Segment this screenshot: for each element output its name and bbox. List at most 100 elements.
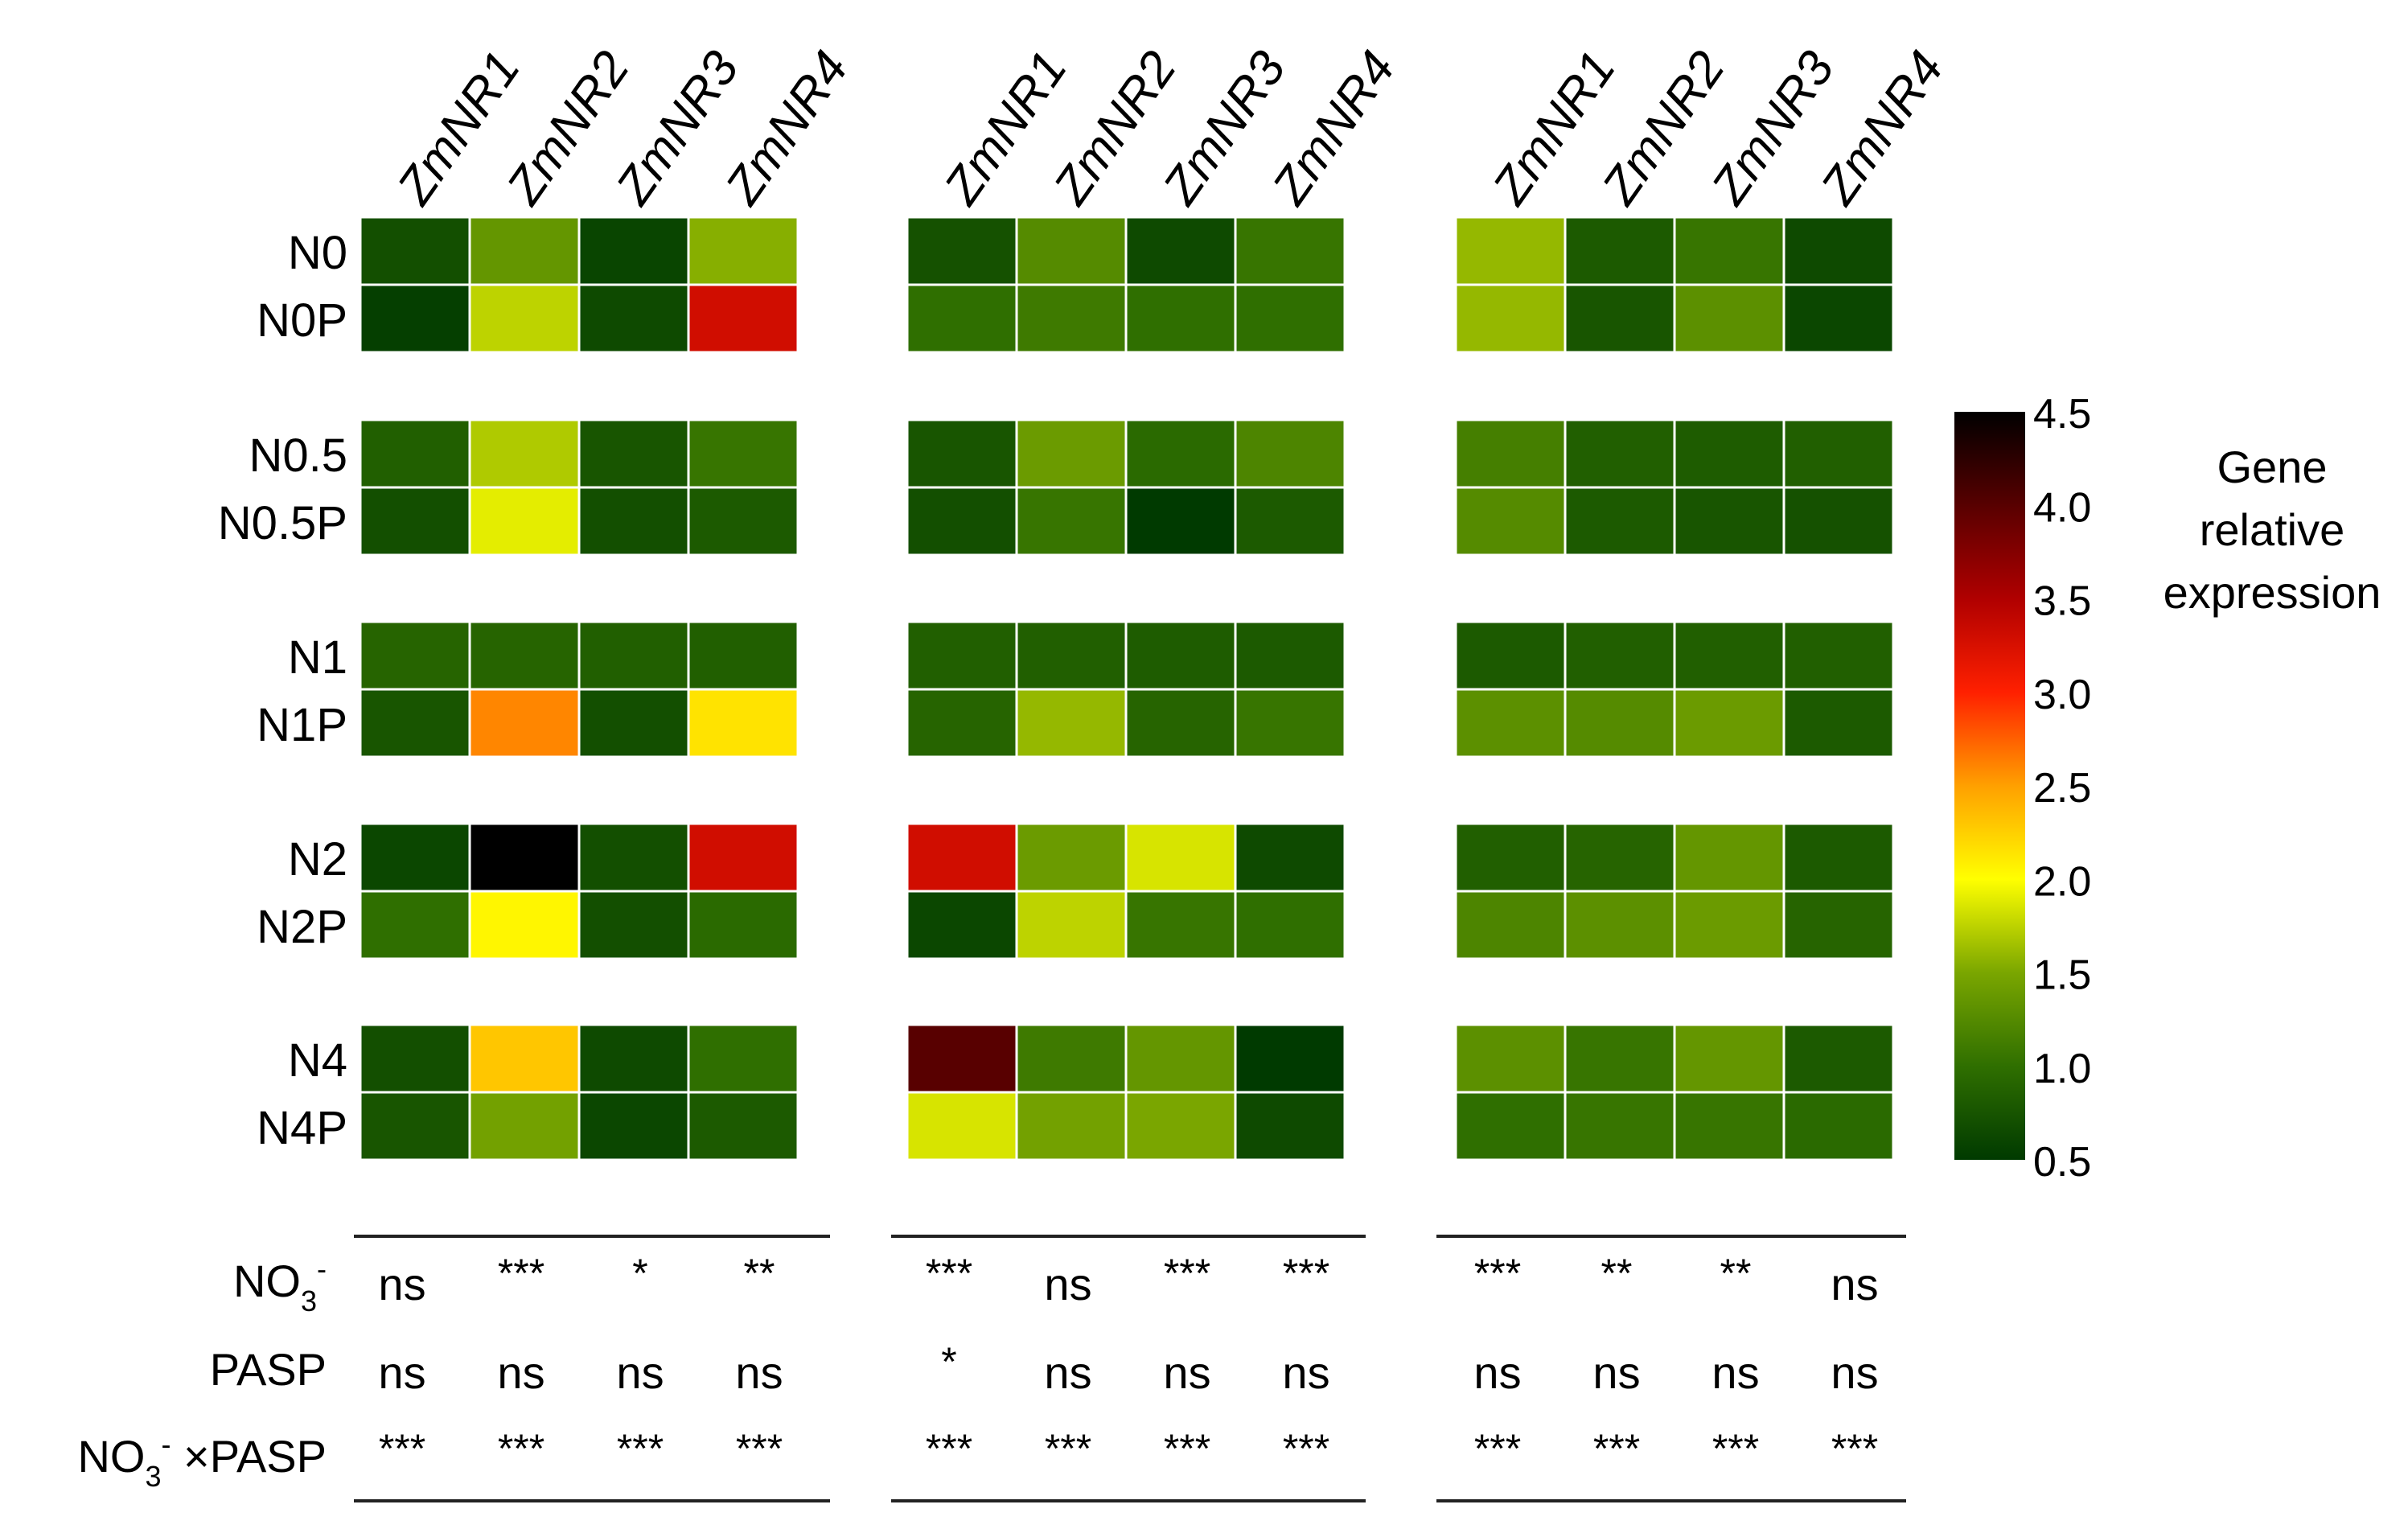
stat-label-no3: NO3- <box>233 1252 327 1317</box>
heatmap-cell <box>359 283 471 354</box>
heatmap-cell <box>1124 688 1237 758</box>
heatmap-cell <box>1782 688 1895 758</box>
heatmap-cell <box>1234 418 1346 489</box>
significance-mark: *** <box>1164 1251 1210 1296</box>
heatmap-cells <box>359 216 1895 1161</box>
significance-mark: *** <box>1283 1251 1329 1296</box>
heatmap-cell <box>906 486 1018 557</box>
heatmap-cell <box>1124 283 1237 354</box>
heatmap-cell <box>1124 486 1237 557</box>
heatmap-cell <box>1564 486 1676 557</box>
heatmap-cell <box>359 822 471 893</box>
heatmap-cell <box>687 620 799 691</box>
row-label: N0 <box>288 227 347 279</box>
heatmap-cell <box>1124 1023 1237 1094</box>
heatmap-cell <box>906 283 1018 354</box>
significance-mark: ns <box>1473 1347 1521 1398</box>
heatmap-cell <box>359 1023 471 1094</box>
heatmap-cell <box>906 688 1018 758</box>
row-label: N0.5P <box>218 497 347 549</box>
heatmap-cell <box>687 216 799 286</box>
heatmap-cell <box>1234 688 1346 758</box>
heatmap-cell <box>1782 216 1895 286</box>
significance-mark: ns <box>1831 1259 1878 1309</box>
heatmap-cell <box>1454 418 1567 489</box>
heatmap-cell <box>906 620 1018 691</box>
heatmap-cell <box>1234 620 1346 691</box>
heatmap-cell <box>687 1023 799 1094</box>
heatmap-cell <box>906 890 1018 960</box>
heatmap-cell <box>1564 1091 1676 1161</box>
heatmap-cell <box>687 486 799 557</box>
row-label: N0P <box>257 294 347 347</box>
row-label: N2 <box>288 833 347 886</box>
heatmap-cell <box>1454 822 1567 893</box>
heatmap-cell <box>1564 283 1676 354</box>
heatmap-cell <box>359 418 471 489</box>
heatmap-cell <box>687 1091 799 1161</box>
heatmap-cell <box>1234 822 1346 893</box>
heatmap-cell <box>1673 620 1785 691</box>
heatmap-cell <box>359 486 471 557</box>
significance-mark: *** <box>1474 1426 1521 1471</box>
heatmap-cell <box>1782 283 1895 354</box>
heatmap-cell <box>468 216 581 286</box>
heatmap-cell <box>1234 216 1346 286</box>
heatmap-cell <box>906 1091 1018 1161</box>
heatmap-cell <box>1015 890 1128 960</box>
heatmap-cell <box>1564 688 1676 758</box>
significance-mark: ** <box>1601 1251 1633 1296</box>
colorbar-title-line: Gene <box>2217 442 2328 492</box>
heatmap-cell <box>577 1023 690 1094</box>
heatmap-cell <box>1673 890 1785 960</box>
heatmap-cell <box>1234 890 1346 960</box>
row-label: N2P <box>257 901 347 953</box>
significance-mark: ns <box>616 1347 664 1398</box>
heatmap-cell <box>1673 418 1785 489</box>
significance-mark: *** <box>1283 1426 1329 1471</box>
colorbar-title-line: relative <box>2200 504 2345 555</box>
significance-mark: *** <box>1164 1426 1210 1471</box>
heatmap-cell <box>1015 1091 1128 1161</box>
heatmap-cell <box>1454 890 1567 960</box>
heatmap-cell <box>1015 688 1128 758</box>
heatmap-cell <box>1673 1091 1785 1161</box>
colorbar-tick-label: 0.5 <box>2033 1139 2091 1186</box>
significance-mark: *** <box>617 1426 664 1471</box>
heatmap-cell <box>468 620 581 691</box>
heatmap-cell <box>468 283 581 354</box>
heatmap-cell <box>1454 216 1567 286</box>
heatmap-cell <box>577 620 690 691</box>
heatmap-cell <box>1234 1023 1346 1094</box>
significance-mark: *** <box>1712 1426 1759 1471</box>
heatmap-cell <box>1124 418 1237 489</box>
heatmap-cell <box>359 620 471 691</box>
heatmap-cell <box>577 822 690 893</box>
stat-label-pasp: PASP <box>210 1344 327 1395</box>
heatmap-cell <box>906 216 1018 286</box>
heatmap-cell <box>1782 486 1895 557</box>
significance-mark: ns <box>1163 1347 1210 1398</box>
heatmap-cell <box>577 1091 690 1161</box>
heatmap-cell <box>1015 216 1128 286</box>
heatmap-cell <box>1454 1091 1567 1161</box>
significance-mark: * <box>941 1339 956 1384</box>
heatmap-cell <box>359 688 471 758</box>
row-label: N4P <box>257 1102 347 1154</box>
heatmap-cell <box>1454 486 1567 557</box>
heatmap-cell <box>577 216 690 286</box>
heatmap-cell <box>468 486 581 557</box>
colorbar-tick-label: 1.5 <box>2033 952 2091 999</box>
heatmap-cell <box>1564 822 1676 893</box>
significance-mark: ns <box>1711 1347 1759 1398</box>
heatmap-cell <box>1673 283 1785 354</box>
heatmap-cell <box>1124 890 1237 960</box>
heatmap-cell <box>1015 486 1128 557</box>
heatmap-cell <box>1454 620 1567 691</box>
colorbar-gradient <box>1954 412 2025 1160</box>
heatmap-cell <box>1673 822 1785 893</box>
heatmap-cell <box>1124 822 1237 893</box>
